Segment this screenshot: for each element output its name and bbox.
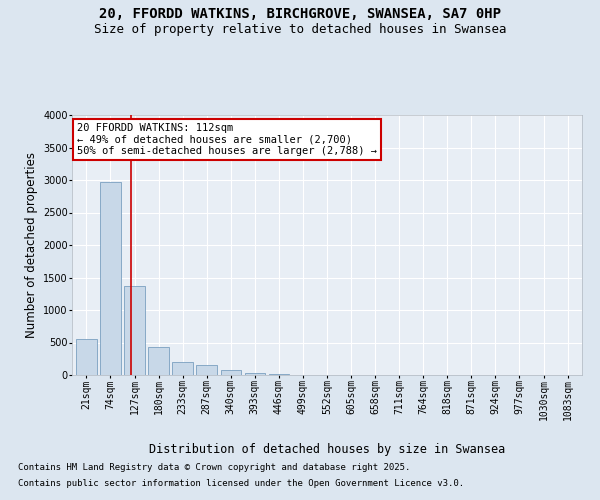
Text: Size of property relative to detached houses in Swansea: Size of property relative to detached ho…	[94, 22, 506, 36]
Bar	[269, 374, 289, 375]
Bar	[221, 370, 241, 375]
Bar	[172, 362, 193, 375]
Text: 20, FFORDD WATKINS, BIRCHGROVE, SWANSEA, SA7 0HP: 20, FFORDD WATKINS, BIRCHGROVE, SWANSEA,…	[99, 8, 501, 22]
Bar	[100, 182, 121, 375]
Bar	[148, 347, 169, 375]
Bar	[245, 374, 265, 375]
Bar	[124, 286, 145, 375]
Text: Contains HM Land Registry data © Crown copyright and database right 2025.: Contains HM Land Registry data © Crown c…	[18, 464, 410, 472]
Bar	[196, 365, 217, 375]
Text: 20 FFORDD WATKINS: 112sqm
← 49% of detached houses are smaller (2,700)
50% of se: 20 FFORDD WATKINS: 112sqm ← 49% of detac…	[77, 123, 377, 156]
Text: Contains public sector information licensed under the Open Government Licence v3: Contains public sector information licen…	[18, 478, 464, 488]
Bar	[76, 339, 97, 375]
Text: Distribution of detached houses by size in Swansea: Distribution of detached houses by size …	[149, 442, 505, 456]
Y-axis label: Number of detached properties: Number of detached properties	[25, 152, 38, 338]
